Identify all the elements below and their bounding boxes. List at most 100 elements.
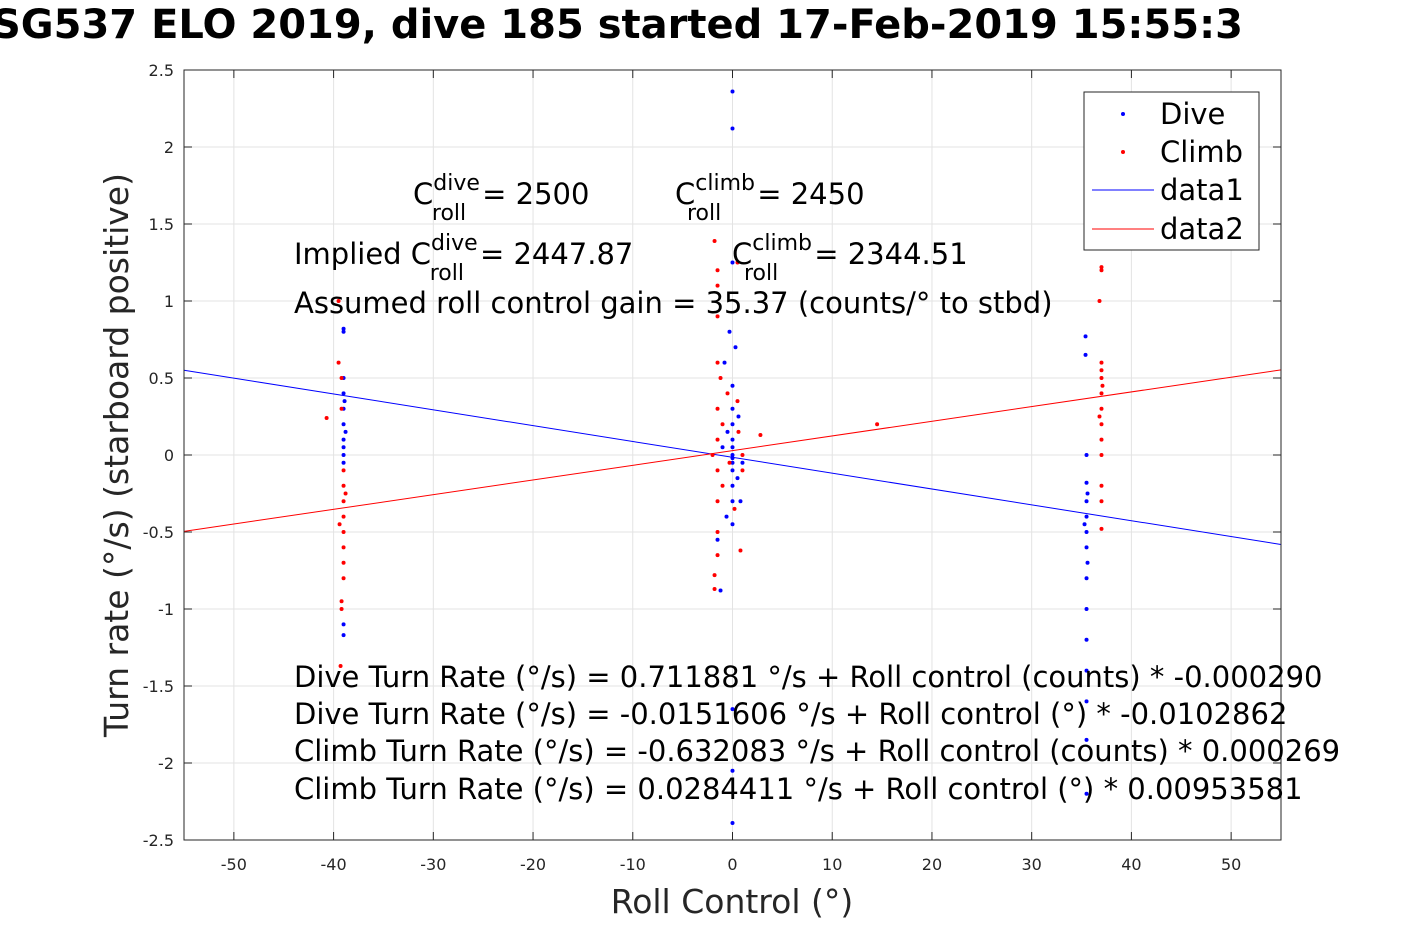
point-climb: [1097, 299, 1102, 303]
implied-dive-value: = 2447.87: [480, 237, 633, 271]
point-dive: [730, 422, 735, 427]
point-dive: [1084, 499, 1089, 504]
point-climb: [727, 460, 732, 465]
point-dive: [342, 399, 347, 404]
point-dive: [730, 89, 735, 94]
point-climb: [720, 483, 725, 488]
point-dive: [730, 383, 735, 388]
point-climb: [1099, 391, 1104, 396]
point-climb: [1097, 414, 1102, 419]
point-dive: [730, 522, 735, 527]
c-climb-sup: climb: [695, 171, 755, 196]
point-climb: [341, 545, 346, 550]
point-climb: [339, 599, 344, 604]
c-climb-prefix: C: [675, 177, 695, 211]
implied-prefix: Implied C: [294, 237, 431, 271]
point-climb: [758, 432, 763, 437]
point-dive: [715, 537, 720, 542]
legend-label-dive: Dive: [1160, 97, 1225, 131]
point-climb: [715, 437, 720, 442]
point-climb: [712, 238, 717, 243]
point-climb: [1100, 383, 1105, 388]
point-climb: [740, 468, 745, 473]
point-dive: [341, 622, 346, 627]
point-climb: [715, 283, 720, 288]
point-dive: [740, 460, 745, 465]
point-dive: [727, 329, 732, 334]
point-climb: [341, 576, 346, 581]
y-tick-label: 1.5: [149, 215, 174, 234]
point-dive: [718, 588, 723, 593]
implied-dive-sup: dive: [431, 231, 478, 256]
x-tick-label: -20: [520, 855, 546, 874]
y-tick-label: 1: [164, 292, 174, 311]
fit-climb-degrees: Climb Turn Rate (°/s) = 0.0284411 °/s + …: [294, 772, 1303, 806]
y-tick-label: -2.5: [143, 831, 174, 850]
point-dive: [1084, 607, 1089, 611]
point-climb: [1099, 453, 1104, 457]
point-climb: [341, 499, 346, 504]
point-climb: [338, 663, 343, 668]
data-marks: [183, 89, 1282, 826]
point-climb: [339, 376, 344, 380]
x-tick-label: 30: [1022, 855, 1042, 874]
point-climb: [715, 499, 720, 504]
point-dive: [730, 499, 735, 504]
legend-label-climb: Climb: [1160, 135, 1243, 169]
point-dive: [1084, 791, 1089, 796]
point-dive: [730, 460, 735, 465]
point-climb: [1099, 422, 1104, 427]
legend: Dive Climb data1 data2: [1083, 91, 1260, 251]
point-climb: [715, 360, 720, 365]
point-dive: [730, 260, 735, 265]
point-climb: [718, 376, 723, 380]
fit-climb-counts: Climb Turn Rate (°/s) = -0.632083 °/s + …: [294, 734, 1340, 768]
point-dive: [343, 429, 348, 434]
point-dive: [341, 460, 346, 465]
x-tick-label: 20: [922, 855, 942, 874]
c-dive-sup: dive: [433, 171, 480, 196]
point-climb: [1099, 368, 1104, 373]
c-dive-prefix: C: [413, 177, 433, 211]
point-climb: [736, 429, 741, 434]
point-climb: [1099, 265, 1104, 270]
point-dive: [730, 707, 735, 712]
point-dive: [720, 445, 725, 450]
point-climb: [715, 530, 720, 534]
point-dive: [724, 514, 729, 519]
point-dive: [1084, 530, 1089, 534]
point-climb: [735, 399, 740, 404]
point-climb: [1099, 360, 1104, 365]
point-dive: [341, 422, 346, 427]
implied-climb-annotation: Cclimb roll = 2344.51: [732, 231, 968, 286]
point-dive: [730, 768, 735, 773]
x-tick-label: -40: [321, 855, 347, 874]
y-tick-label: 2.5: [149, 61, 174, 80]
point-climb: [336, 360, 341, 365]
y-tick-label: 0.5: [149, 369, 174, 388]
chart-title: SG537 ELO 2019, dive 185 started 17-Feb-…: [0, 2, 1243, 48]
point-dive: [1084, 737, 1089, 742]
x-tick-label: -30: [420, 855, 446, 874]
point-climb: [720, 422, 725, 427]
point-climb: [738, 548, 743, 553]
point-climb: [1099, 406, 1104, 411]
point-dive: [1084, 637, 1089, 642]
y-tick-label: -1: [158, 600, 174, 619]
point-climb: [732, 506, 737, 511]
point-climb: [715, 468, 720, 473]
point-dive: [730, 437, 735, 442]
c-climb-value: = 2450: [757, 177, 864, 211]
c-dive-annotation: Cdive roll = 2500: [413, 171, 589, 226]
point-dive: [730, 468, 735, 473]
implied-climb-sub: roll: [744, 261, 778, 286]
x-tick-label: -50: [221, 855, 247, 874]
point-climb: [875, 422, 880, 427]
point-dive: [730, 406, 735, 411]
point-climb: [1099, 483, 1104, 488]
point-dive: [1084, 453, 1089, 457]
point-dive: [1084, 545, 1089, 550]
c-climb-sub: roll: [687, 201, 721, 226]
point-dive: [341, 329, 346, 334]
